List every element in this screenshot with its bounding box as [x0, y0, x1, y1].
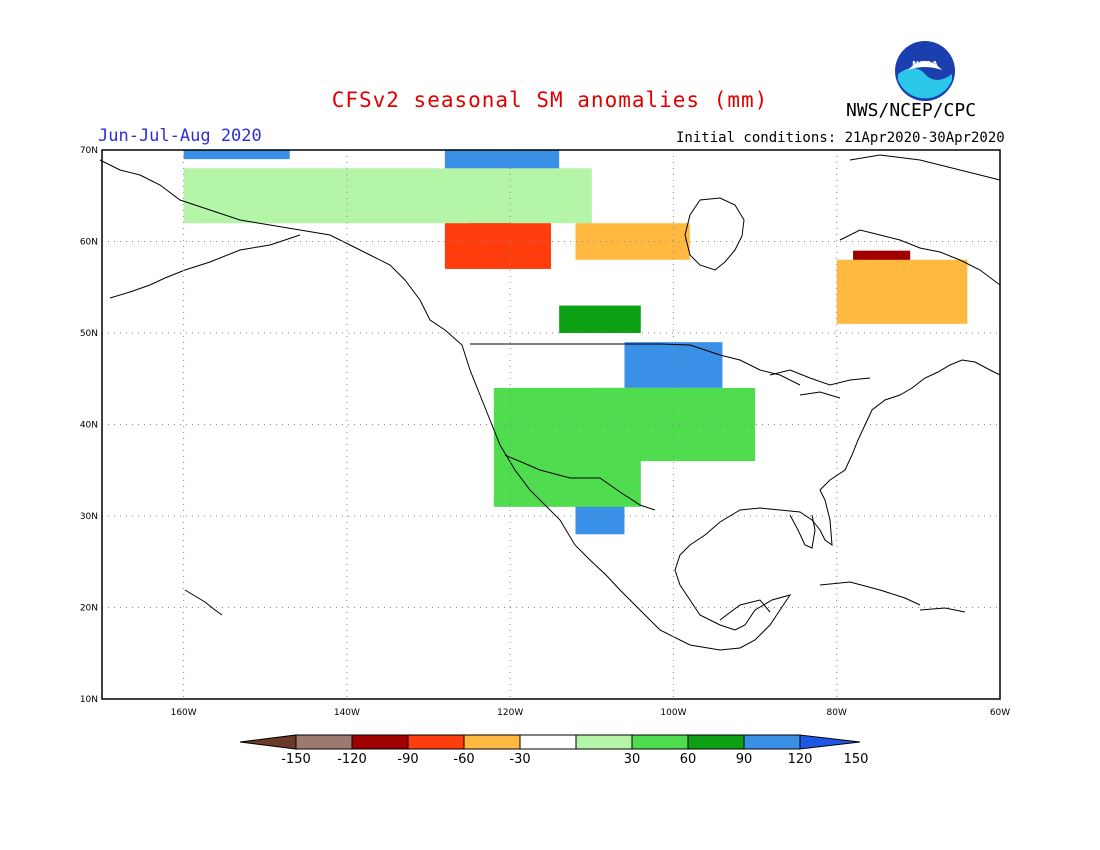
coast-canada-us-border: [470, 343, 801, 386]
chart-title: CFSv2 seasonal SM anomalies (mm): [331, 88, 769, 112]
agency-label: NWS/NCEP/CPC: [846, 100, 977, 121]
lat-tick-label: 30N: [80, 512, 98, 522]
anomaly-region-12: [469, 223, 511, 260]
colorbar-bin: [407, 734, 465, 750]
map-frame: [101, 149, 1001, 700]
initial-conditions-label: Initial conditions: 21Apr2020-30Apr2020: [676, 130, 1005, 146]
colorbar-arrow-left: [239, 734, 297, 750]
colorbar-label: 120: [788, 752, 813, 767]
lon-tick-label: 140W: [334, 708, 360, 718]
longitude-labels: 160W 140W 120W 100W 80W 60W: [171, 708, 1011, 718]
coast-us-mexico-border: [504, 454, 656, 511]
coast-north-america: [419, 299, 1001, 651]
noaa-logo: NOAA: [895, 41, 955, 101]
coast-greenland: [849, 154, 1001, 181]
lat-tick-label: 50N: [80, 329, 98, 339]
lon-tick-label: 80W: [827, 708, 847, 718]
lon-tick-label: 60W: [990, 708, 1010, 718]
colorbar-bin: [463, 734, 521, 750]
lat-tick-label: 40N: [80, 421, 98, 431]
lon-tick-label: 100W: [660, 708, 686, 718]
colorbar-bin: [575, 734, 633, 750]
colorbar-label: -60: [453, 752, 474, 767]
logo-bird: [908, 61, 942, 70]
coast-hawaii: [184, 589, 223, 616]
anomaly-region-5: [493, 387, 641, 507]
colorbar-bin: [351, 734, 409, 750]
anomaly-region-7: [183, 168, 592, 224]
colorbar: -150 -120 -90 -60 -30 30 60 90 120 150: [239, 734, 869, 767]
coastlines: [99, 154, 1001, 651]
coast-great-lakes: [769, 369, 871, 399]
coast-cuba: [819, 581, 921, 606]
colorbar-label: 90: [736, 752, 753, 767]
colorbar-label: -90: [397, 752, 418, 767]
colorbar-label: -150: [281, 752, 311, 767]
coast-labrador: [839, 229, 1001, 286]
logo-text: NOAA: [912, 60, 938, 69]
anomaly-region-0: [624, 342, 723, 388]
logo-wave: [898, 68, 952, 99]
colorbar-bin: [295, 734, 353, 750]
colorbar-label: 60: [680, 752, 697, 767]
anomaly-region-11: [836, 259, 968, 324]
colorbar-label: -30: [509, 752, 530, 767]
colorbar-label: 150: [844, 752, 869, 767]
colorbar-label: 30: [624, 752, 641, 767]
coast-florida: [789, 514, 816, 549]
lon-tick-label: 120W: [497, 708, 523, 718]
coast-alaska-peninsula: [109, 234, 301, 299]
forecast-period: Jun-Jul-Aug 2020: [98, 126, 262, 146]
colorbar-bin: [743, 734, 801, 750]
lat-tick-label: 20N: [80, 604, 98, 614]
latitude-labels: 70N 60N 50N 40N 30N 20N 10N: [80, 146, 98, 705]
coast-hispaniola: [919, 607, 966, 613]
colorbar-label: -120: [337, 752, 367, 767]
coast-alaska: [99, 159, 421, 301]
colorbar-arrow-right: [799, 734, 861, 750]
coast-yucatan: [719, 599, 771, 621]
anomaly-region-6: [559, 305, 641, 333]
colorbar-bin: [687, 734, 745, 750]
anomaly-cells: [183, 150, 968, 535]
lat-tick-label: 10N: [80, 695, 98, 705]
anomaly-region-3: [183, 150, 290, 160]
colorbar-bin: [519, 734, 577, 750]
coast-hudson-bay: [684, 197, 745, 271]
lon-tick-label: 160W: [171, 708, 197, 718]
lat-tick-label: 70N: [80, 146, 98, 156]
lat-tick-label: 60N: [80, 238, 98, 248]
colorbar-bin: [631, 734, 689, 750]
